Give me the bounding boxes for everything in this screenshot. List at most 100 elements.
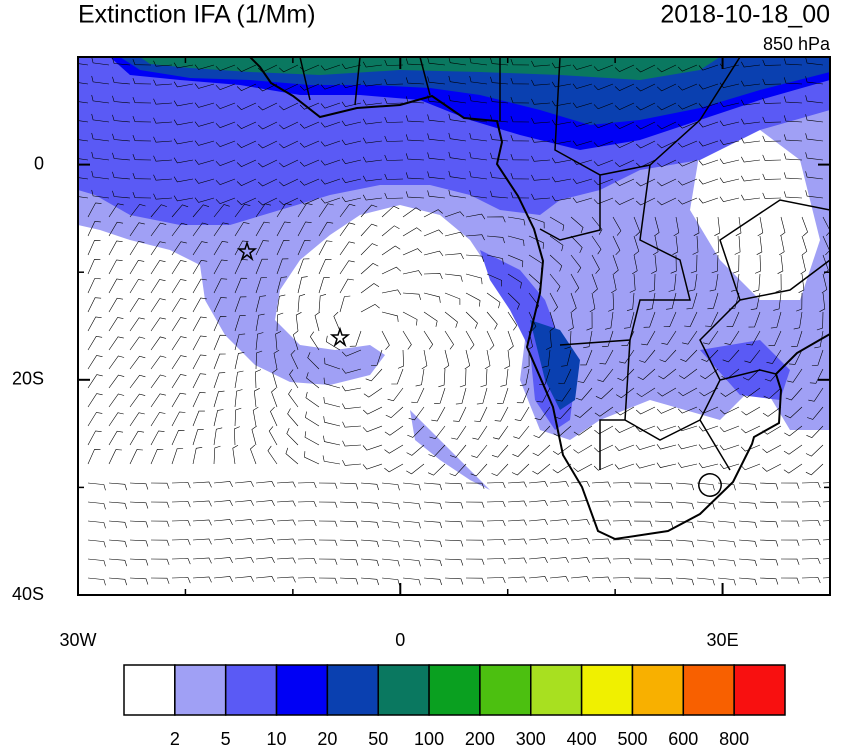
wind-barb: [276, 519, 296, 526]
wind-barb: [285, 447, 299, 465]
colorbar-box: [377, 664, 430, 716]
wind-barb: [234, 481, 254, 487]
wind-barb: [612, 558, 632, 565]
wind-barb: [234, 407, 242, 427]
wind-barb: [129, 336, 146, 351]
wind-barb: [171, 448, 184, 465]
wind-barb: [626, 292, 635, 311]
wind-barb: [173, 81, 194, 88]
wind-barb: [573, 425, 593, 436]
wind-barb: [507, 576, 527, 583]
wind-barb: [591, 500, 611, 507]
wind-barb: [448, 189, 467, 199]
wind-barb: [362, 118, 383, 125]
wind-barb: [192, 557, 212, 564]
wind-barb: [593, 121, 614, 129]
wind-barb: [717, 520, 736, 529]
wind-barb: [699, 387, 719, 397]
wind-barb: [318, 482, 338, 489]
wind-barb: [444, 311, 458, 328]
wind-barb: [232, 444, 239, 465]
wind-barb: [297, 294, 306, 313]
wind-barb: [78, 158, 89, 161]
wind-barb: [614, 159, 635, 168]
wind-barb: [614, 64, 635, 73]
wind-barb: [551, 119, 572, 126]
wind-barb: [292, 330, 299, 351]
wind-barb: [423, 311, 438, 327]
wind-barb: [784, 425, 803, 437]
wind-barb: [309, 331, 320, 351]
wind-barb: [192, 538, 212, 545]
wind-barb: [572, 83, 593, 89]
wind-barb: [297, 520, 317, 527]
wind-barb: [213, 519, 233, 526]
wind-barb: [129, 222, 145, 237]
wind-barb: [673, 216, 680, 237]
wind-barb: [612, 577, 632, 584]
wind-barb: [423, 229, 444, 237]
wind-barb: [692, 235, 699, 255]
wind-barb: [194, 159, 215, 165]
wind-barb: [822, 577, 830, 579]
wind-barb: [591, 538, 611, 545]
wind-barb: [305, 391, 320, 408]
shade-clear: [690, 130, 820, 300]
wind-barb: [381, 501, 400, 510]
wind-barb: [713, 235, 720, 255]
wind-barb: [744, 349, 761, 363]
wind-barb: [423, 482, 442, 491]
wind-barb: [635, 121, 656, 130]
wind-barb: [570, 216, 584, 234]
wind-barb: [234, 500, 254, 506]
wind-barb: [614, 463, 635, 470]
wind-barb: [822, 520, 830, 522]
wind-barb: [675, 482, 694, 491]
wind-barb: [805, 133, 824, 142]
wind-barb: [108, 577, 127, 586]
wind-barb: [360, 482, 379, 491]
wind-barb: [257, 102, 278, 111]
wind-barb: [507, 254, 524, 268]
wind-barb: [132, 96, 152, 104]
wind-barb: [257, 178, 278, 187]
wind-barb: [510, 58, 530, 66]
wind-barb: [402, 539, 421, 548]
chart-title: Extinction IFA (1/Mm): [78, 1, 316, 29]
wind-barb: [402, 577, 421, 586]
wind-barb: [171, 204, 189, 218]
wind-barb: [775, 273, 782, 293]
wind-barb: [129, 393, 146, 408]
wind-barb: [719, 444, 740, 451]
wind-barb: [549, 500, 569, 506]
wind-barb: [633, 539, 653, 546]
wind-barb: [551, 157, 572, 164]
wind-barb: [87, 335, 103, 351]
wind-barb: [741, 194, 761, 201]
wind-barb: [192, 354, 207, 370]
wind-barb: [801, 482, 821, 489]
wind-barb: [656, 140, 677, 149]
wind-barb: [614, 178, 635, 187]
wind-barb: [320, 64, 341, 71]
wind-barb: [678, 368, 698, 379]
wind-barb: [381, 225, 400, 237]
wind-barb: [234, 203, 251, 218]
wind-barb: [108, 539, 127, 548]
wind-barb: [289, 369, 299, 389]
wind-barb: [572, 197, 593, 203]
wind-barb: [255, 369, 262, 389]
wind-barb: [741, 406, 761, 416]
wind-barb: [741, 387, 761, 398]
wind-barb: [87, 221, 101, 237]
wind-barb: [719, 425, 740, 433]
wind-barb: [756, 235, 763, 255]
wind-barb: [363, 387, 383, 398]
wind-barb: [299, 83, 320, 91]
wind-barb: [633, 501, 653, 508]
wind-barb: [381, 311, 399, 322]
wind-barb: [288, 388, 299, 408]
wind-barb: [255, 277, 268, 294]
x-tick-label: 30W: [59, 630, 96, 650]
wind-barb: [91, 113, 110, 123]
